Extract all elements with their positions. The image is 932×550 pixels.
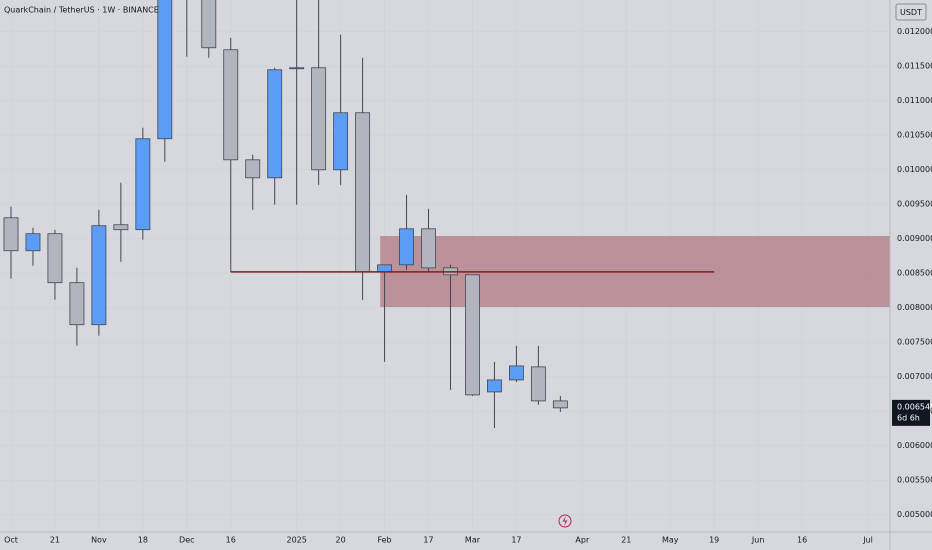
candle-body <box>157 0 173 140</box>
x-tick-label: Feb <box>377 536 391 545</box>
x-tick-label: May <box>662 536 679 545</box>
x-tick-label: 16 <box>226 536 236 545</box>
candle-body <box>47 233 63 284</box>
currency-box[interactable] <box>895 3 927 21</box>
candle-body <box>91 225 107 326</box>
x-tick-label: Mar <box>465 536 481 545</box>
candle-body <box>201 0 217 49</box>
y-tick-label: 0.006000 <box>897 441 932 450</box>
x-tick-label: 16 <box>797 536 807 545</box>
candle-body <box>289 67 305 70</box>
candle-body <box>355 112 371 273</box>
price-tag <box>892 399 930 426</box>
x-tick-label: 2025 <box>286 536 306 545</box>
candle-body <box>421 228 436 269</box>
y-tick-label: 0.008000 <box>897 303 932 312</box>
y-tick-label: 0.009500 <box>897 200 932 209</box>
x-tick-label: 18 <box>138 536 148 545</box>
candle-body <box>25 233 41 252</box>
candle-body <box>377 264 392 273</box>
event-icon-bolt <box>562 516 568 526</box>
x-tick-label: Nov <box>91 536 107 545</box>
chart-title: QuarkChain / TetherUS · 1W · BINANCE <box>4 6 159 15</box>
x-tick-label: 20 <box>336 536 346 545</box>
candle-body <box>333 112 349 171</box>
x-tick-label: 17 <box>423 536 433 545</box>
plot-area <box>3 0 890 428</box>
y-tick-label: 0.005000 <box>897 510 932 519</box>
x-tick-label: Jun <box>751 536 765 545</box>
candle-body <box>135 138 151 231</box>
candle-body <box>530 366 546 402</box>
x-tick-label: Jul <box>862 536 873 545</box>
x-tick-label: 21 <box>50 536 60 545</box>
y-tick-label: 0.007500 <box>897 338 932 347</box>
y-tick-label: 0.008500 <box>897 269 932 278</box>
candle-body <box>267 69 283 179</box>
y-tick-label: 0.010000 <box>897 165 932 174</box>
last-price: 0.006549 <box>897 402 932 411</box>
x-tick-label: 17 <box>511 536 521 545</box>
y-tick-label: 0.011000 <box>897 96 932 105</box>
candle-body <box>113 224 129 231</box>
candle-body <box>311 67 327 171</box>
currency[interactable]: USDT <box>900 8 922 17</box>
x-tick-label: Oct <box>4 536 18 545</box>
x-tick-label: Dec <box>179 536 194 545</box>
candle-body <box>465 274 480 396</box>
candle-body <box>508 365 524 381</box>
y-tick-label: 0.009000 <box>897 234 932 243</box>
x-tick-label: 19 <box>709 536 719 545</box>
y-tick-label: 0.010500 <box>897 131 932 140</box>
x-tick-label: Apr <box>575 536 590 545</box>
candle-body <box>552 400 568 409</box>
x-tick-label: 21 <box>621 536 631 545</box>
y-tick-label: 0.005500 <box>897 476 932 485</box>
event-icon[interactable] <box>558 514 572 528</box>
candle-body <box>223 49 239 161</box>
candle-body <box>3 217 19 252</box>
y-tick-label: 0.007000 <box>897 372 932 381</box>
candle-body <box>487 379 502 393</box>
y-tick-label: 0.011500 <box>897 62 932 71</box>
candle-body <box>69 282 85 326</box>
countdown: 6d 6h <box>897 413 920 422</box>
y-tick-label: 0.012000 <box>897 27 932 36</box>
candle-body <box>245 159 261 179</box>
candle-body <box>399 228 414 266</box>
